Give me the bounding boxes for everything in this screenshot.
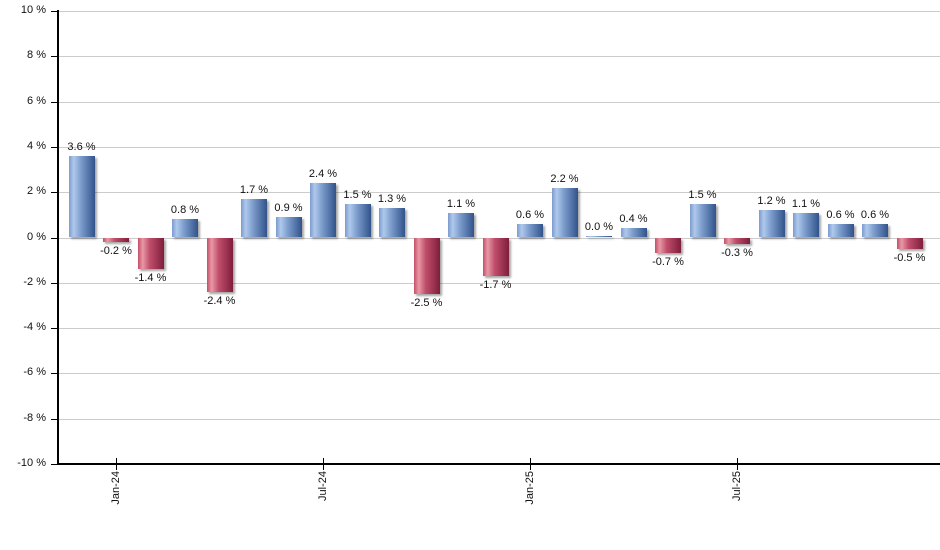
bar-value-label: -1.4 % — [134, 272, 167, 285]
negative-return-bar — [724, 237, 750, 245]
positive-return-bar — [793, 212, 819, 238]
y-gridline — [57, 11, 940, 12]
bar-value-label: 0.8 % — [170, 204, 200, 217]
bar-value-label: 1.2 % — [757, 195, 786, 208]
bar-value-label: -0.7 % — [652, 256, 684, 269]
positive-return-bar — [344, 203, 371, 238]
y-gridline — [57, 146, 940, 148]
x-axis-tick — [530, 458, 531, 470]
y-axis-tick-label: 10 % — [20, 4, 46, 16]
negative-return-bar — [482, 237, 509, 276]
y-axis-tick-label: -4 % — [23, 321, 46, 334]
y-axis-tick-label: -8 % — [23, 411, 46, 424]
bar-value-label: -0.2 % — [100, 245, 132, 258]
y-axis-tick — [51, 282, 57, 284]
positive-return-bar — [379, 208, 405, 238]
positive-return-bar — [68, 155, 95, 238]
y-axis-tick — [51, 56, 57, 58]
bar-value-label: 1.7 % — [239, 183, 269, 196]
positive-return-bar — [827, 223, 854, 238]
bar-value-label: 1.5 % — [688, 188, 717, 201]
positive-return-bar — [275, 217, 302, 238]
y-axis-tick-label: 4 % — [27, 139, 46, 152]
y-gridline — [57, 328, 940, 330]
y-gridline — [57, 56, 940, 58]
bar-value-label: 0.4 % — [619, 213, 648, 226]
y-axis-tick — [51, 328, 57, 330]
positive-return-bar — [689, 203, 716, 238]
x-axis-tick — [737, 458, 738, 470]
y-gridline — [57, 101, 940, 103]
y-axis-tick-label: 2 % — [27, 185, 46, 198]
positive-return-bar — [310, 183, 336, 238]
positive-return-bar — [551, 187, 578, 238]
bar-value-label: 3.6 % — [67, 140, 96, 153]
bar-value-label: 2.2 % — [550, 172, 579, 185]
bar-value-label: -0.3 % — [721, 247, 753, 260]
bar-value-label: -2.5 % — [410, 297, 443, 310]
y-axis-tick — [51, 192, 57, 194]
y-axis-tick — [51, 373, 57, 375]
positive-return-bar — [586, 235, 612, 238]
y-axis-tick — [51, 237, 57, 239]
bar-value-label: 2.4 % — [308, 168, 338, 181]
positive-return-bar — [241, 198, 267, 238]
y-axis-line — [57, 10, 59, 465]
y-axis-tick-label: 0 % — [27, 230, 46, 243]
y-axis-tick-label: -10 % — [17, 457, 46, 469]
y-axis-tick — [51, 11, 57, 12]
negative-return-bar — [206, 237, 233, 292]
negative-return-bar — [137, 237, 164, 270]
y-axis-tick — [51, 101, 57, 103]
x-axis-tick — [116, 458, 117, 470]
y-gridline — [57, 282, 940, 284]
bar-value-label: 0.6 % — [860, 208, 890, 221]
positive-return-bar — [448, 212, 474, 238]
y-axis-tick — [51, 418, 57, 420]
positive-return-bar — [517, 223, 543, 238]
negative-return-bar — [896, 237, 923, 249]
y-axis-tick-label: 8 % — [27, 49, 46, 62]
negative-return-bar — [103, 237, 129, 243]
positive-return-bar — [862, 223, 888, 238]
bar-value-label: 1.3 % — [377, 193, 407, 206]
x-axis-tick-label: Jul-25 — [731, 471, 743, 501]
bar-value-label: -2.4 % — [203, 294, 236, 307]
x-axis-tick-label: Jan-24 — [110, 471, 122, 505]
y-gridline — [57, 418, 940, 420]
bar-value-label: -1.7 % — [479, 279, 512, 291]
bar-value-label: 1.1 % — [791, 197, 821, 210]
x-axis-tick-label: Jan-25 — [524, 471, 536, 505]
y-gridline — [57, 373, 940, 375]
y-axis-tick — [51, 464, 57, 465]
bar-value-label: -0.5 % — [893, 251, 926, 264]
negative-return-bar — [413, 237, 440, 295]
y-axis-tick — [51, 146, 57, 148]
bar-value-label: 0.9 % — [274, 202, 303, 215]
bar-value-label: 1.1 % — [446, 197, 476, 210]
y-axis-tick-label: 6 % — [27, 94, 46, 107]
positive-return-bar — [758, 210, 785, 238]
x-axis-line — [57, 463, 940, 465]
bar-value-label: 0.0 % — [584, 220, 614, 233]
positive-return-bar — [620, 228, 647, 238]
y-axis-tick-label: -2 % — [23, 275, 46, 288]
bar-value-label: 1.5 % — [343, 188, 372, 201]
y-gridline — [57, 192, 940, 194]
bar-value-label: 0.6 % — [515, 208, 545, 221]
bar-value-label: 0.6 % — [826, 208, 855, 221]
y-axis-tick-label: -6 % — [23, 366, 46, 379]
x-axis-tick — [323, 458, 324, 470]
positive-return-bar — [172, 219, 198, 238]
x-axis-tick-label: Jul-24 — [317, 471, 329, 501]
negative-return-bar — [655, 237, 681, 254]
